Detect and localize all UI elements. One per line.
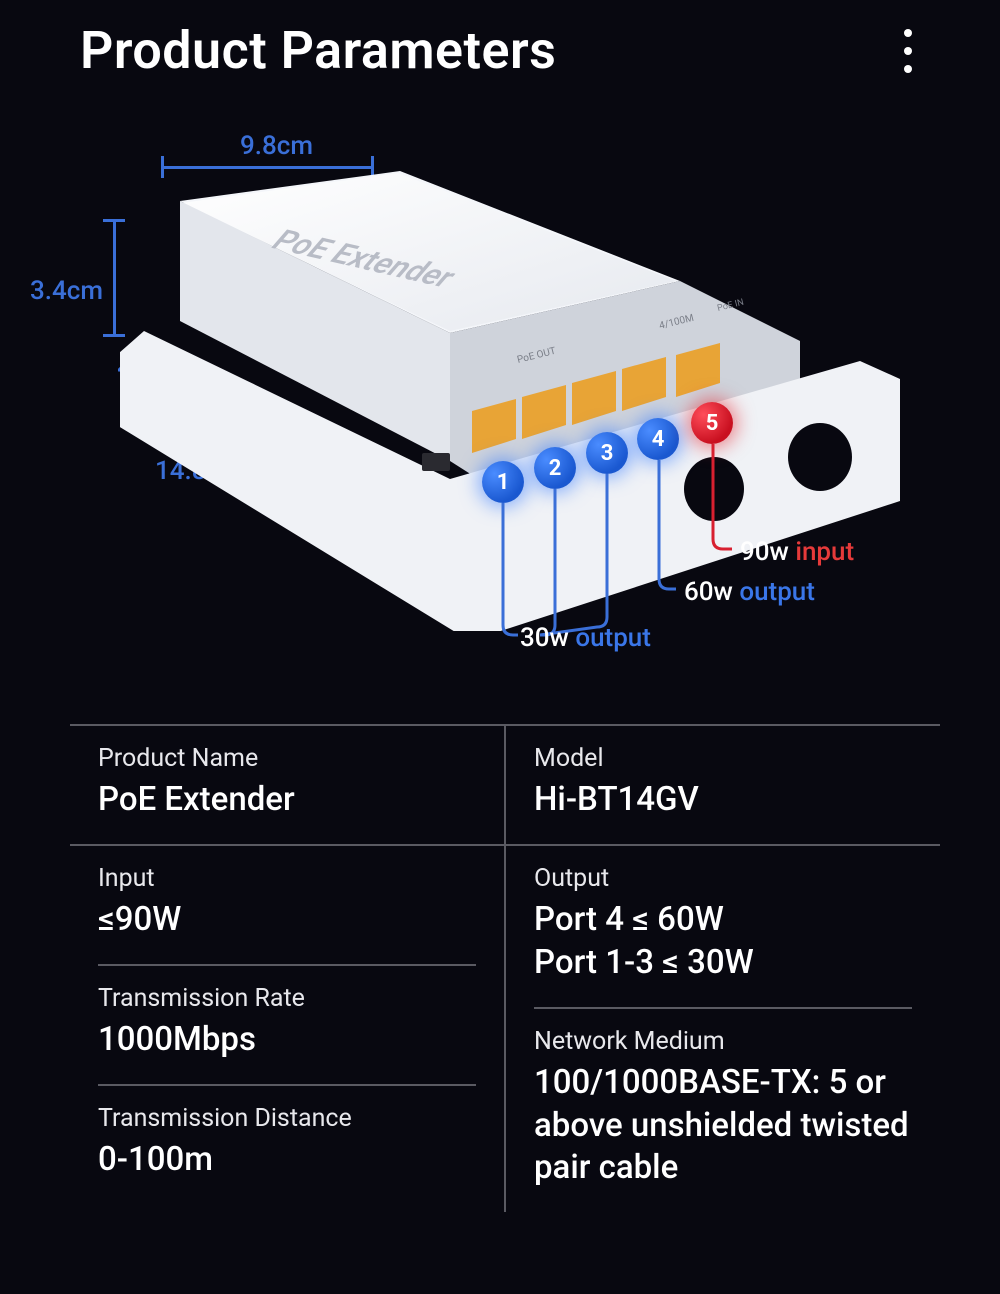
spec-label: Input	[98, 864, 476, 893]
direction: output	[575, 623, 651, 653]
spec-table: Product Name PoE Extender Model Hi-BT14G…	[70, 724, 940, 1212]
spec-value: Hi-BT14GV	[534, 779, 912, 822]
port-badge-4: 4	[637, 418, 679, 460]
spec-row: Input ≤90W Transmission Rate 1000Mbps Tr…	[70, 844, 940, 1212]
spec-value: 1000Mbps	[98, 1019, 476, 1062]
spec-cell-left-stack: Input ≤90W Transmission Rate 1000Mbps Tr…	[70, 846, 506, 1212]
spec-label: Transmission Distance	[98, 1104, 476, 1133]
wattage: 90w	[740, 537, 789, 567]
port-badge-5: 5	[691, 402, 733, 444]
wattage: 30w	[520, 623, 569, 653]
spec-cell-product-name: Product Name PoE Extender	[70, 726, 506, 844]
spec-label: Output	[534, 864, 912, 893]
port-badge-3: 3	[586, 432, 628, 474]
header: Product Parameters	[0, 0, 1000, 81]
spec-value: 100/1000BASE-TX: 5 or above unshielded t…	[534, 1062, 912, 1191]
more-icon[interactable]	[896, 21, 920, 81]
direction: input	[795, 537, 854, 567]
spec-label: Product Name	[98, 744, 476, 773]
spec-label: Network Medium	[534, 1027, 912, 1056]
spec-value: ≤90W	[98, 899, 476, 942]
spec-cell-right-stack: Output Port 4 ≤ 60W Port 1-3 ≤ 30W Netwo…	[506, 846, 940, 1212]
spec-row: Product Name PoE Extender Model Hi-BT14G…	[70, 724, 940, 844]
port-badge-2: 2	[534, 447, 576, 489]
wattage: 60w	[684, 577, 733, 607]
dim-width-label: 9.8cm	[240, 131, 313, 161]
spec-value: Port 4 ≤ 60W Port 1-3 ≤ 30W	[534, 899, 912, 985]
port-label-30w: 30w output	[520, 623, 651, 653]
spec-label: Transmission Rate	[98, 984, 476, 1013]
spec-value: 0-100m	[98, 1139, 476, 1182]
dim-height-line	[113, 221, 116, 336]
page-title: Product Parameters	[80, 20, 556, 81]
dim-height-label: 3.4cm	[30, 276, 103, 306]
port-label-60w: 60w output	[684, 577, 815, 607]
port-label-90w: 90w input	[740, 537, 854, 567]
port-badge-1: 1	[482, 461, 524, 503]
spec-cell-model: Model Hi-BT14GV	[506, 726, 940, 844]
spec-value: PoE Extender	[98, 779, 476, 822]
direction: output	[739, 577, 815, 607]
product-diagram: 9.8cm 3.4cm 14.8cm	[0, 111, 1000, 701]
spec-label: Model	[534, 744, 912, 773]
